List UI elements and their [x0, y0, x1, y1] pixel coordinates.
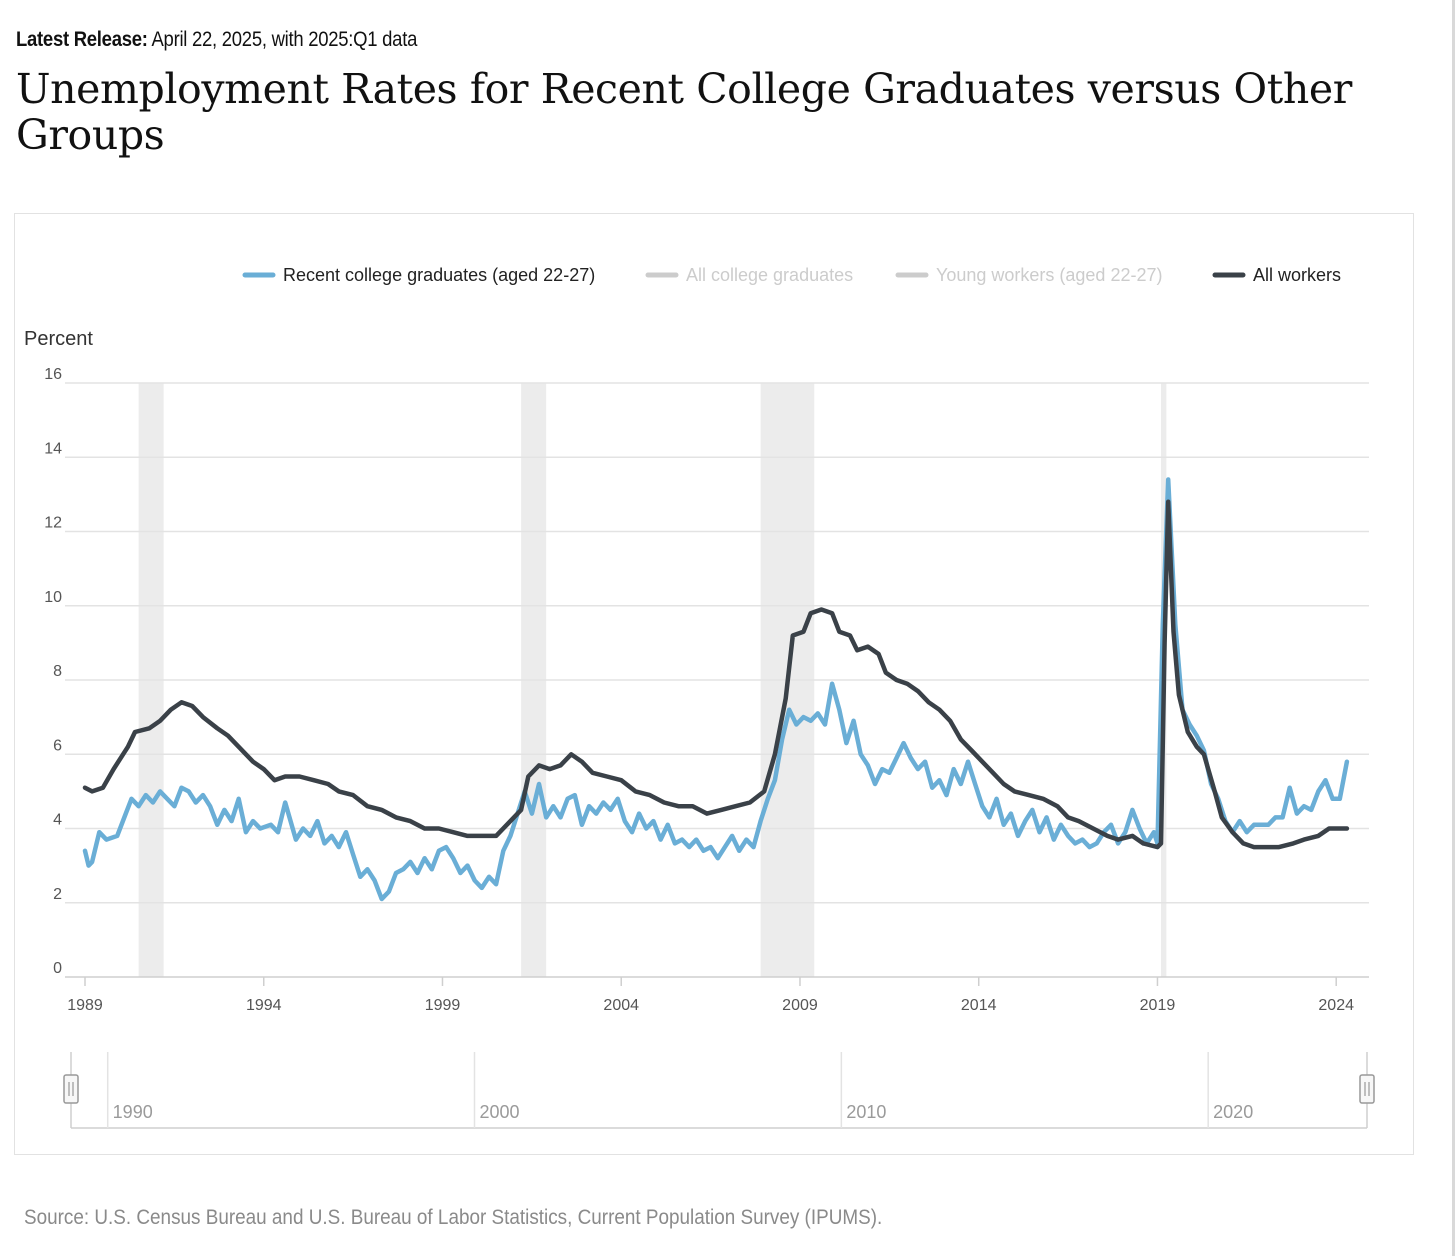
y-tick-label: 4	[53, 812, 62, 829]
gridlines	[65, 382, 1369, 978]
navigator-label: 2020	[1213, 1102, 1253, 1122]
x-tick-label: 1989	[67, 997, 103, 1014]
page-scrollbar[interactable]	[1452, 0, 1455, 1256]
y-axis-ticks: 0 2 4 6 8 10 12 14 16	[44, 366, 62, 977]
legend-item-1[interactable]: All college graduates	[645, 265, 853, 285]
chart-svg: 0 2 4 6 8 10 12 14 16 1989 1994 1999 2004 2009 2014 20…	[24, 265, 1375, 1129]
release-info: Latest Release: April 22, 2025, with 202…	[16, 28, 417, 52]
legend-label: Young workers (aged 22-27)	[936, 265, 1162, 285]
page-title: Unemployment Rates for Recent College Gr…	[16, 65, 1352, 159]
y-tick-label: 16	[44, 366, 62, 383]
handle-box	[63, 1074, 79, 1104]
series-lines	[82, 477, 1350, 902]
legend-item-3[interactable]: All workers	[1212, 265, 1341, 285]
release-label: Latest Release:	[16, 28, 148, 51]
x-tick-label: 2019	[1140, 997, 1176, 1014]
y-tick-label: 6	[53, 737, 62, 754]
x-tick-label: 1999	[425, 997, 461, 1014]
navigator-label: 2000	[480, 1102, 520, 1122]
release-date: April 22, 2025, with 2025:Q1 data	[151, 28, 418, 51]
x-tick-label: 1994	[246, 997, 282, 1014]
x-tick-label: 2004	[603, 997, 639, 1014]
x-tick-label: 2009	[782, 997, 818, 1014]
x-tick-label: 2014	[961, 997, 997, 1014]
source-note: Source: U.S. Census Bureau and U.S. Bure…	[24, 1206, 883, 1229]
legend-label: Recent college graduates (aged 22-27)	[283, 265, 595, 285]
y-tick-label: 12	[44, 515, 62, 532]
navigator-label: 2010	[846, 1102, 886, 1122]
series-line-0	[82, 477, 1350, 902]
legend-item-2[interactable]: Young workers (aged 22-27)	[895, 265, 1162, 285]
legend-label: All college graduates	[686, 265, 853, 285]
y-tick-label: 0	[53, 960, 62, 977]
range-navigator[interactable]: 1990 2000 2010 2020	[63, 1052, 1375, 1129]
navigator-handle-left[interactable]	[63, 1074, 79, 1104]
navigator-handle-right[interactable]	[1359, 1074, 1375, 1104]
y-tick-label: 14	[44, 440, 62, 457]
x-tick-label: 2024	[1318, 997, 1354, 1014]
navigator-label: 1990	[113, 1102, 153, 1122]
handle-box	[1359, 1074, 1375, 1104]
y-tick-label: 10	[44, 589, 62, 606]
legend-item-0[interactable]: Recent college graduates (aged 22-27)	[242, 265, 595, 285]
legend: Recent college graduates (aged 22-27) All…	[242, 265, 1341, 285]
y-tick-label: 8	[53, 663, 62, 680]
y-axis-label: Percent	[24, 328, 93, 350]
legend-label: All workers	[1253, 265, 1341, 285]
series-line-1	[82, 499, 1350, 850]
y-tick-label: 2	[53, 886, 62, 903]
x-axis-ticks: 1989 1994 1999 2004 2009 2014 2019 2024	[67, 977, 1354, 1014]
